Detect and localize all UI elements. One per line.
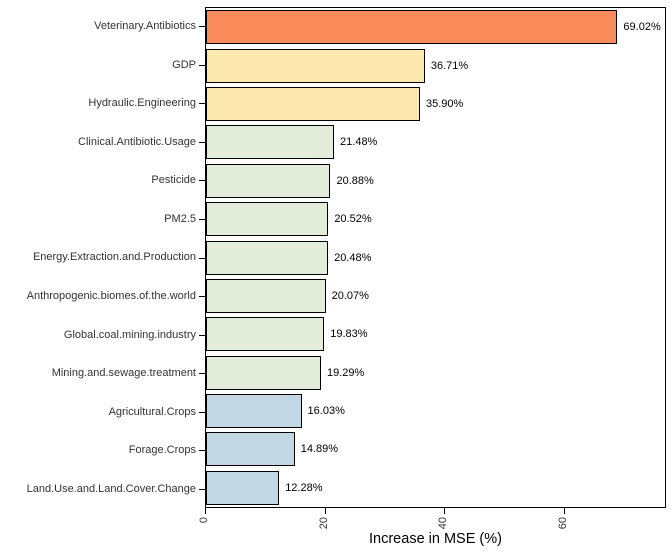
bar (206, 278, 326, 313)
bar-value-label: 20.07% (331, 289, 369, 302)
bar-row: 19.83% (206, 315, 665, 353)
y-tick-mark (199, 103, 205, 105)
bar-value-label: 19.29% (326, 366, 365, 379)
plot-panel: 69.02% 36.71% 35.90% 21.48% 20.88% 20.52% 20.4… (205, 7, 666, 508)
bar-value-label: 69.02% (623, 21, 661, 34)
bar-value-label: 20.48% (334, 251, 372, 264)
y-tick-mark (199, 450, 205, 452)
x-tick-label: 60 (557, 517, 570, 530)
x-tick-label: 40 (437, 517, 450, 530)
y-axis-labels: Veterinary.Antibiotics GDP Hydraulic.Engin… (0, 7, 196, 508)
bar-value-label: 35.90% (426, 97, 464, 110)
bar-row: 36.71% (206, 46, 665, 84)
x-tick-label: 0 (198, 517, 210, 524)
bar (206, 163, 331, 198)
bar-row: 20.48% (206, 238, 665, 276)
y-tick-mark (199, 257, 205, 259)
y-axis-label: PM2.5 (164, 212, 196, 225)
y-tick-mark (199, 218, 205, 220)
x-tick-mark (444, 508, 446, 514)
y-tick-mark (199, 141, 205, 143)
y-axis-label: Mining.and.sewage.treatment (51, 367, 196, 380)
x-tick-mark (324, 508, 326, 514)
y-axis-label: Forage.Crops (128, 444, 196, 457)
bar-row: 20.07% (206, 277, 665, 315)
bar-row: 16.03% (206, 392, 665, 430)
bar-value-label: 20.52% (334, 213, 372, 226)
bar (206, 125, 335, 160)
bar (206, 470, 280, 505)
y-axis-label: Anthropogenic.biomes.of.the.world (26, 289, 196, 302)
bar (206, 317, 325, 352)
bar-row: 20.88% (206, 162, 665, 200)
y-tick-mark (199, 334, 205, 336)
bar-row: 14.89% (206, 430, 665, 468)
bar (206, 355, 321, 390)
bar (206, 202, 329, 237)
bar-row: 12.28% (206, 469, 665, 507)
x-tick-mark (564, 508, 566, 514)
bar-value-label: 19.83% (330, 328, 368, 341)
x-axis-title: Increase in MSE (%) (369, 531, 502, 547)
y-axis-label: Energy.Extraction.and.Production (32, 251, 196, 264)
y-tick-mark (199, 373, 205, 375)
x-tick-mark (205, 508, 206, 514)
bar-row: 19.29% (206, 354, 665, 392)
y-axis-label: Agricultural.Crops (108, 405, 196, 418)
bar-value-label: 16.03% (307, 405, 345, 418)
bar-row: 21.48% (206, 123, 665, 161)
y-tick-mark (199, 26, 205, 28)
y-tick-mark (199, 411, 205, 413)
bar (206, 10, 618, 45)
y-tick-mark (199, 180, 205, 182)
y-axis-label: Global.coal.mining.industry (63, 328, 196, 341)
x-tick-label: 20 (317, 517, 330, 530)
y-axis-label: Land.Use.and.Land.Cover.Change (26, 482, 196, 495)
bar (206, 48, 425, 83)
y-tick-mark (199, 488, 205, 490)
bar-value-label: 14.89% (300, 443, 339, 456)
y-axis-label: Hydraulic.Engineering (88, 97, 196, 110)
bar-row: 35.90% (206, 85, 665, 123)
y-tick-mark (199, 64, 205, 66)
bar-value-label: 21.48% (340, 136, 378, 149)
bar (206, 394, 302, 429)
bar-value-label: 36.71% (430, 59, 469, 72)
bar-value-label: 12.28% (285, 481, 323, 494)
bar-row: 20.52% (206, 200, 665, 238)
bar-value-label: 20.88% (336, 174, 374, 187)
bar-row: 69.02% (206, 8, 665, 46)
y-axis-label: Veterinary.Antibiotics (94, 20, 196, 33)
bar (206, 432, 295, 467)
y-axis-label: Pesticide (151, 174, 196, 187)
y-axis-label: Clinical.Antibiotic.Usage (78, 135, 196, 148)
bar (206, 240, 329, 275)
bar (206, 86, 420, 121)
y-tick-mark (199, 296, 205, 298)
y-axis-label: GDP (172, 58, 196, 71)
